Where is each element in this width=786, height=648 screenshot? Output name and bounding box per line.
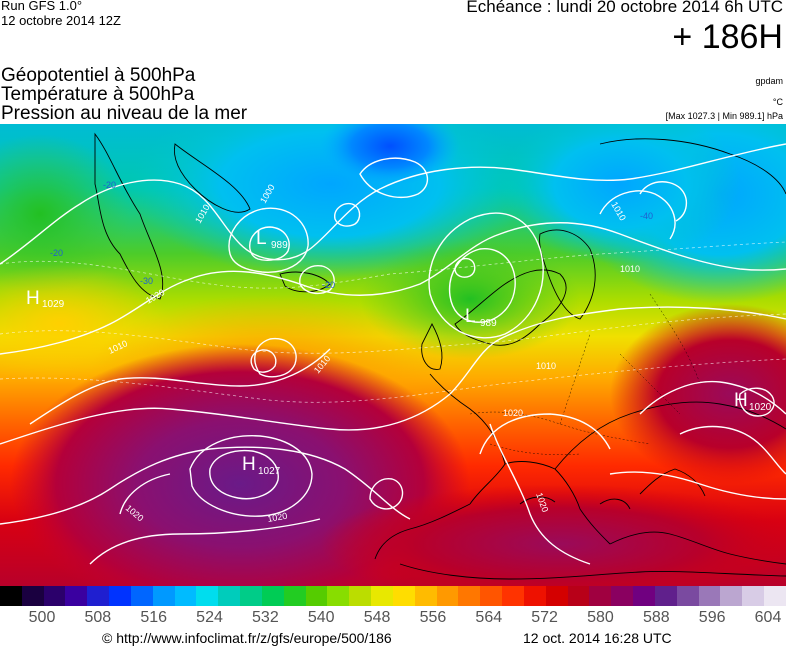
scale-tick-label: 604 [754,609,782,626]
scale-swatch [523,586,546,606]
scale-swatch [43,586,66,606]
scale-swatch [152,586,175,606]
scale-tick-label: 524 [196,609,223,626]
scale-swatch [654,586,677,606]
scale-swatch [218,586,241,606]
scale-swatch [502,586,524,606]
scale-tick-label: 540 [307,609,335,626]
hot-region-east [610,304,786,484]
scale-tick-label: 588 [642,609,670,626]
scale-swatch [349,586,372,606]
scale-swatch [742,586,764,606]
scale-tick-label: 508 [84,609,112,626]
scale-tick-label: 548 [363,609,391,626]
isobar-label: 1010 [620,264,640,274]
scale-swatch [261,586,284,606]
pressure-center-type: L [465,306,476,327]
isotherm-label: -30 [140,276,153,286]
isobar-label: 1020 [503,408,523,418]
scale-swatch [611,586,634,606]
pressure-center-value: 1029 [42,299,65,310]
pressure-centers: H 1029 L 989 L 989 H 1027 H 1020 [26,228,772,477]
isobar-label: 1010 [536,361,556,371]
unit-geopotential: gpdam [755,76,783,86]
color-scale-bar [0,586,786,606]
scale-tick-label: 564 [475,609,503,626]
scale-swatch [436,586,459,606]
scale-swatch [545,586,568,606]
pressure-center-type: H [242,454,256,475]
scale-swatch [21,586,44,606]
scale-swatch [327,586,350,606]
scale-tick-label: 532 [252,609,279,626]
scale-swatch [371,586,393,606]
isotherm-label: -20 [103,180,116,190]
unit-temperature: °C [772,97,783,107]
scale-swatch [240,586,262,606]
model-run-label: Run GFS 1.0° [1,0,83,13]
pressure-center-value: 1020 [749,402,772,413]
isobar-label: 1020 [267,511,288,524]
scale-swatch [567,586,590,606]
isotherm-label: -40 [640,211,653,221]
pressure-center-value: 989 [271,240,288,251]
scale-tick-label: 572 [531,609,558,626]
scale-swatch [633,586,655,606]
isotherm-labels: -20 -20 -30 -20 -40 [50,180,653,290]
scale-swatch [0,586,22,606]
scale-swatch [174,586,197,606]
isobars [0,143,786,565]
weather-map: H 1029 L 989 L 989 H 1027 H 1020 1000 10… [0,124,786,586]
scale-tick-label: 500 [28,609,56,626]
field-title-geopotential: Géopotentiel à 500hPa [1,65,196,86]
forecast-valid-time: Echéance : lundi 20 octobre 2014 6h UTC [466,0,783,16]
scale-swatch [392,586,415,606]
field-title-pressure: Pression au niveau de la mer [1,103,248,124]
pressure-center-value: 1027 [258,466,281,477]
coastlines [94,132,786,580]
scale-tick-label: 580 [587,609,614,626]
scale-swatch [458,586,481,606]
scale-swatch [305,586,328,606]
pressure-center-value: 989 [480,318,497,329]
scale-swatch [414,586,437,606]
pressure-center-type: H [734,390,748,411]
scale-tick-label: 596 [698,609,726,626]
model-run-date: 12 octobre 2014 12Z [1,13,121,28]
scale-swatch [87,586,110,606]
pressure-center-type: H [26,288,40,309]
pressure-range-summary: [Max 1027.3 | Min 989.1] hPa [665,111,783,121]
scale-swatch [283,586,306,606]
isotherm-label: -20 [322,280,335,290]
cold-region-northeast [500,124,740,264]
scale-swatch [720,586,743,606]
hot-region-south [320,484,786,586]
scale-swatch [698,586,721,606]
isotherm-label: -20 [50,248,63,258]
generation-timestamp: 12 oct. 2014 16:28 UTC [523,630,672,646]
pressure-center-type: L [256,228,267,249]
scale-swatch [196,586,219,606]
field-title-temperature: Température à 500hPa [1,84,195,105]
scale-swatch [763,586,786,606]
scale-swatch [65,586,88,606]
scale-swatch [480,586,503,606]
scale-tick-label: 516 [140,609,168,626]
forecast-lead-time: + 186H [672,18,783,56]
scale-swatch [676,586,699,606]
scale-swatch [589,586,612,606]
source-url: © http://www.infoclimat.fr/z/gfs/europe/… [102,630,392,646]
scale-swatch [130,586,153,606]
scale-swatch [109,586,131,606]
scale-tick-label: 556 [419,609,447,626]
